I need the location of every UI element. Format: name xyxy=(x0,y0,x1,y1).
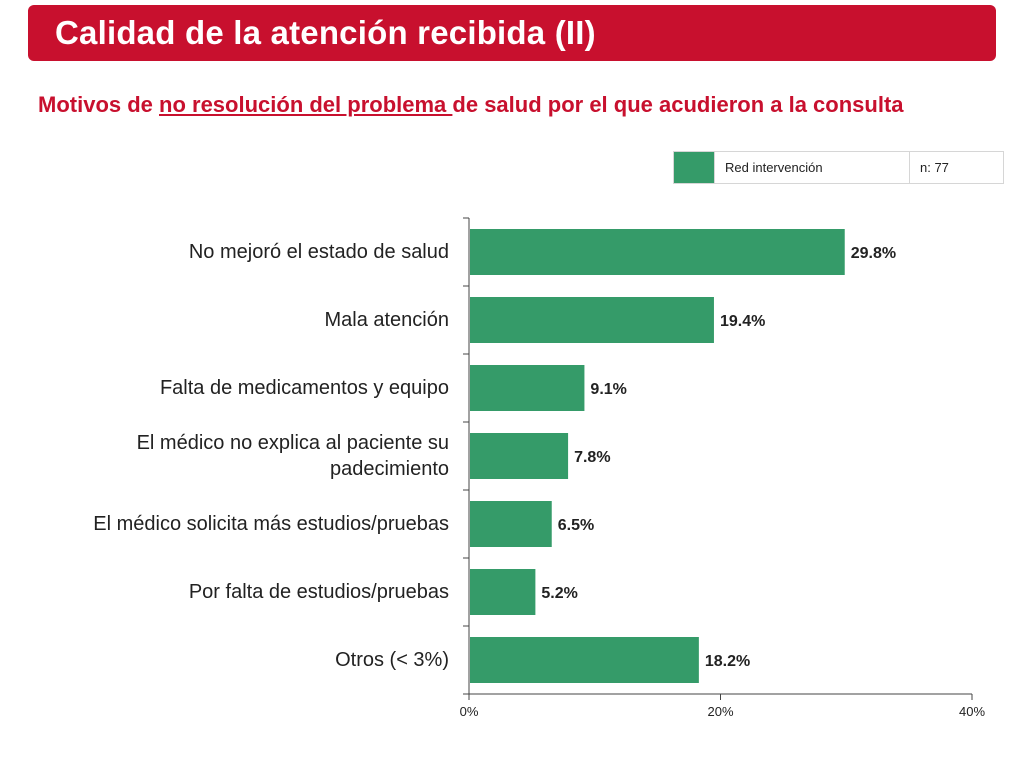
chart-subtitle: Motivos de no resolución del problema de… xyxy=(38,90,978,120)
bar-value-label: 29.8% xyxy=(851,245,896,262)
category-label: No mejoró el estado de salud xyxy=(188,241,449,263)
bar xyxy=(470,365,585,411)
category-label: El médico solicita más estudios/pruebas xyxy=(93,513,449,535)
bar xyxy=(470,229,845,275)
bar xyxy=(470,637,699,683)
bar xyxy=(470,433,569,479)
x-tick-label: 0% xyxy=(460,704,479,719)
title-bar: Calidad de la atención recibida (II) xyxy=(28,5,996,61)
category-label: Falta de medicamentos y equipo xyxy=(159,377,449,399)
x-tick-label: 20% xyxy=(707,704,733,719)
bar xyxy=(470,501,552,547)
legend: Red intervención n: 77 xyxy=(673,151,1004,184)
page-title: Calidad de la atención recibida (II) xyxy=(55,14,596,51)
subtitle-underlined: no resolución del problema xyxy=(159,92,453,117)
subtitle-part-2: de salud por el que acudieron a la consu… xyxy=(452,92,904,117)
bar-value-label: 18.2% xyxy=(705,653,750,670)
bar-value-label: 6.5% xyxy=(558,517,594,534)
category-label: Otros (< 3%) xyxy=(335,649,449,671)
category-label: Mala atención xyxy=(324,309,449,331)
bar xyxy=(470,297,714,343)
x-tick-label: 40% xyxy=(959,704,985,719)
bar xyxy=(470,569,536,615)
legend-n-label: n: 77 xyxy=(920,160,949,175)
category-label: El médico no explica al paciente su pade… xyxy=(136,432,449,480)
legend-swatch xyxy=(674,152,715,183)
bar-value-label: 9.1% xyxy=(590,381,626,398)
subtitle-part-1: Motivos de xyxy=(38,92,160,117)
category-label: Por falta de estudios/pruebas xyxy=(188,581,449,603)
bar-value-label: 19.4% xyxy=(720,313,765,330)
bar-value-label: 5.2% xyxy=(541,585,577,602)
legend-series-label: Red intervención xyxy=(715,152,910,183)
bar-value-label: 7.8% xyxy=(574,449,610,466)
